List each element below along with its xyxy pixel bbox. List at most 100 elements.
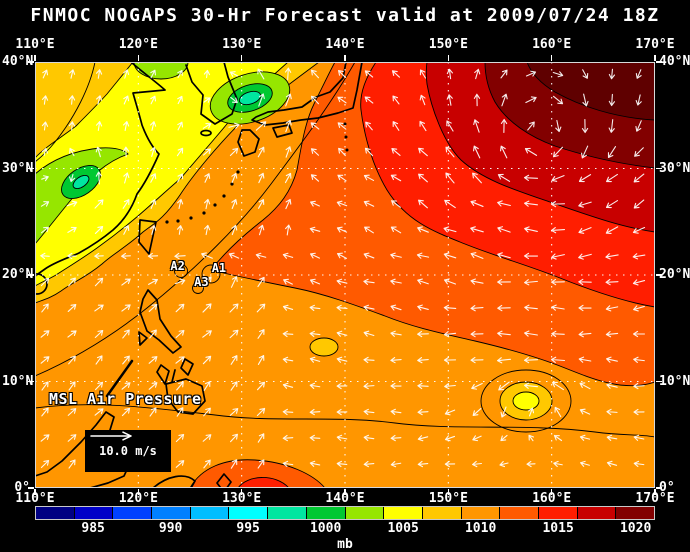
mindanao-coastline <box>165 378 206 415</box>
china-coastline <box>35 62 166 277</box>
wind-arrow <box>578 278 592 286</box>
wind-arrow <box>417 408 429 416</box>
wind-arrow <box>176 381 184 391</box>
wind-arrow <box>202 330 212 338</box>
wind-arrow <box>94 277 104 287</box>
wind-arrow <box>256 381 266 391</box>
wind-arrow <box>497 304 511 312</box>
wind-arrow <box>635 120 642 132</box>
colorbar-tick-label: 990 <box>158 521 183 536</box>
wind-arrow <box>528 434 535 442</box>
wind-arrow <box>500 118 508 134</box>
colorbar-tick-label: 1010 <box>464 521 497 536</box>
wind-arrow <box>40 277 50 287</box>
wind-arrow <box>417 330 429 338</box>
wind-arrow <box>175 303 185 313</box>
wind-arrow <box>122 355 130 365</box>
wind-arrow <box>390 408 402 416</box>
wind-arrow <box>228 122 240 129</box>
lon-tick-label: 160°E <box>532 491 572 506</box>
wind-arrow <box>551 253 565 260</box>
wind-arrow <box>257 146 265 158</box>
wind-arrow <box>634 147 644 157</box>
lat-tick-label: 20°N <box>659 267 690 282</box>
wind-arrow <box>472 435 482 442</box>
axis-tick <box>656 167 662 170</box>
wind-arrow <box>523 174 539 182</box>
wind-arrow <box>309 434 321 442</box>
wind-arrow <box>444 435 456 442</box>
wind-arrow <box>635 69 642 79</box>
wind-arrow <box>95 171 103 185</box>
axis-tick <box>656 487 662 489</box>
axis-tick <box>344 55 346 61</box>
wind-arrow <box>416 252 430 259</box>
wind-arrow <box>285 119 292 133</box>
axis-tick <box>550 489 553 495</box>
colorbar-segment <box>36 507 75 519</box>
wind-arrow <box>230 276 238 288</box>
wind-arrow <box>606 460 618 467</box>
wind-arrow <box>229 147 239 157</box>
wind-arrow <box>555 119 562 133</box>
wind-arrow <box>67 226 77 233</box>
axis-tick <box>344 489 346 495</box>
wind-arrow <box>444 409 456 416</box>
wind-arrow <box>578 331 592 338</box>
wind-arrow <box>258 224 265 236</box>
chart-title: FNMOC NOGAPS 30-Hr Forecast valid at 200… <box>30 5 660 26</box>
lon-tick-label: 130°E <box>222 37 262 52</box>
wind-arrow <box>582 93 589 107</box>
wind-arrow <box>445 146 455 158</box>
wind-arrow <box>42 69 49 79</box>
colorbar <box>35 506 655 520</box>
axis-tick <box>240 55 243 61</box>
wind-arrow <box>443 252 457 259</box>
wind-arrow <box>605 253 619 260</box>
wind-arrow <box>229 71 239 77</box>
wind-arrow <box>443 356 457 364</box>
wind-arrow <box>229 303 239 313</box>
luzon-coastline <box>139 289 182 354</box>
wind-arrow <box>285 224 292 236</box>
wind-arrow <box>363 174 375 181</box>
wind-vectors <box>40 67 646 469</box>
wind-arrow <box>68 355 76 365</box>
axis-tick <box>447 55 450 61</box>
wind-arrow <box>149 329 157 339</box>
wind-arrow <box>363 408 375 416</box>
wind-arrow <box>310 148 320 156</box>
storm-label-a3: A3 <box>194 275 209 290</box>
lon-tick-label: 110°E <box>15 491 55 506</box>
wind-arrow <box>633 460 645 468</box>
wind-arrow <box>94 199 104 209</box>
wind-arrow <box>363 356 375 364</box>
wind-arrow <box>363 460 375 468</box>
wind-arrow <box>121 278 131 286</box>
wind-arrow <box>40 356 50 364</box>
wind-arrow <box>40 252 50 260</box>
pressure-map-canvas <box>35 62 655 488</box>
wind-arrow <box>284 172 292 184</box>
axis-tick <box>240 489 243 495</box>
wind-arrow <box>444 382 456 390</box>
jeju-island <box>200 129 212 137</box>
wind-arrow <box>580 460 590 467</box>
wind-arrow <box>68 95 76 105</box>
wind-arrow <box>500 434 508 442</box>
wind-arrow <box>472 460 482 468</box>
wind-arrow <box>472 172 482 184</box>
wind-arrow <box>94 304 104 312</box>
colorbar-tick-label: 1015 <box>542 521 574 536</box>
wind-arrow <box>202 276 212 288</box>
axis-tick <box>137 55 140 61</box>
wind-arrow <box>255 121 267 131</box>
wind-arrow <box>122 146 130 158</box>
wind-arrow <box>68 69 76 79</box>
wind-arrow <box>364 226 374 234</box>
wind-arrow <box>282 330 294 338</box>
wind-arrow <box>501 93 508 107</box>
borneo-coastline <box>35 411 131 488</box>
wind-arrow <box>310 69 320 79</box>
wind-arrow <box>177 198 184 210</box>
